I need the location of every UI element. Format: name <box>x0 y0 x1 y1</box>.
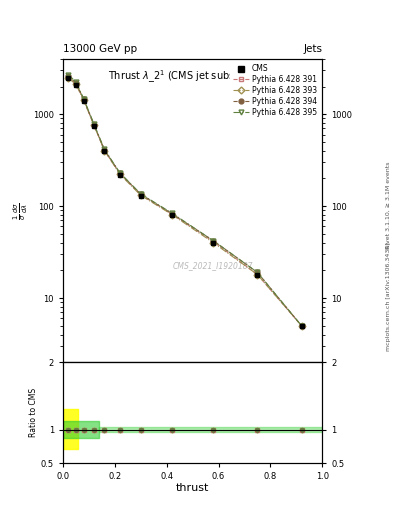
Y-axis label: Ratio to CMS: Ratio to CMS <box>29 388 38 437</box>
Text: CMS_2021_I1920187: CMS_2021_I1920187 <box>173 261 253 270</box>
Text: mcplots.cern.ch [arXiv:1306.3436]: mcplots.cern.ch [arXiv:1306.3436] <box>386 243 391 351</box>
Y-axis label: $\frac{1}{\sigma}\,\frac{d\sigma}{d\lambda}$: $\frac{1}{\sigma}\,\frac{d\sigma}{d\lamb… <box>12 202 30 220</box>
Text: 13000 GeV pp: 13000 GeV pp <box>63 44 137 54</box>
Legend: CMS, Pythia 6.428 391, Pythia 6.428 393, Pythia 6.428 394, Pythia 6.428 395: CMS, Pythia 6.428 391, Pythia 6.428 393,… <box>230 61 320 120</box>
Text: Jets: Jets <box>303 44 322 54</box>
Text: Thrust $\lambda$_2$^1$ (CMS jet substructure): Thrust $\lambda$_2$^1$ (CMS jet substruc… <box>108 68 277 84</box>
X-axis label: thrust: thrust <box>176 483 209 493</box>
Text: Rivet 3.1.10, ≥ 3.1M events: Rivet 3.1.10, ≥ 3.1M events <box>386 161 391 248</box>
